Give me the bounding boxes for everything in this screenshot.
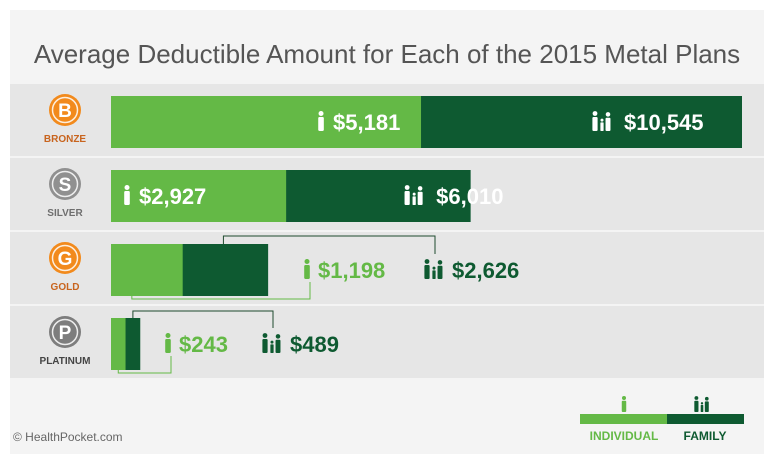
family-body xyxy=(270,344,274,353)
individual-icon xyxy=(124,185,130,205)
individual-bar xyxy=(111,96,422,148)
badge-ring xyxy=(51,244,79,272)
deductible-chart: Average Deductible Amount for Each of th… xyxy=(10,39,764,444)
person-head xyxy=(622,396,626,400)
family-head xyxy=(417,186,423,191)
family-head xyxy=(694,396,699,400)
family-body xyxy=(704,401,709,412)
family-value-label: $6,010 xyxy=(436,184,503,209)
family-icon xyxy=(592,111,611,131)
plan-row-silver: S SILVER $2,927 $6,010 xyxy=(10,158,764,230)
badge-ring xyxy=(51,318,79,346)
family-connector xyxy=(222,235,436,254)
family-icon xyxy=(424,259,443,279)
family-body xyxy=(417,191,423,205)
individual-value-label: $2,927 xyxy=(139,184,206,209)
legend: INDIVIDUAL FAMILY xyxy=(580,396,744,443)
person-body xyxy=(124,191,130,205)
legend-family-icon xyxy=(694,396,709,412)
chart-title: Average Deductible Amount for Each of th… xyxy=(34,39,740,69)
family-head xyxy=(700,402,704,405)
family-head xyxy=(437,260,443,265)
person-head xyxy=(304,259,310,264)
family-body xyxy=(605,117,611,131)
individual-bar xyxy=(111,170,287,222)
badge-outer-circle xyxy=(49,242,81,274)
family-head xyxy=(704,396,709,401)
family-body xyxy=(424,265,430,279)
family-head xyxy=(424,259,430,264)
plan-label: SILVER xyxy=(47,208,83,219)
family-head xyxy=(270,340,274,344)
badge-letter: G xyxy=(58,249,73,270)
individual-value-label: $243 xyxy=(179,332,228,357)
family-head xyxy=(592,111,598,116)
family-body xyxy=(404,191,410,205)
family-body xyxy=(694,400,699,412)
family-body xyxy=(592,117,598,131)
legend-family-label: FAMILY xyxy=(684,429,727,443)
family-head xyxy=(404,185,410,190)
individual-icon xyxy=(165,333,171,353)
badge-letter: P xyxy=(59,323,72,344)
plan-badge-bronze: B BRONZE xyxy=(44,94,87,145)
individual-value-label: $5,181 xyxy=(333,110,400,135)
family-body xyxy=(700,405,704,412)
family-value-label: $10,545 xyxy=(624,110,704,135)
plan-label: BRONZE xyxy=(44,134,87,145)
person-body xyxy=(165,339,171,353)
individual-bar xyxy=(111,318,126,370)
person-head xyxy=(165,333,171,338)
plan-row-bronze: B BRONZE $5,181 $10,545 xyxy=(10,84,764,156)
family-head xyxy=(262,333,268,338)
plan-badge-silver: S SILVER xyxy=(47,168,83,219)
family-body xyxy=(437,265,443,279)
legend-individual-icon xyxy=(621,396,627,412)
plan-row-platinum: P PLATINUM $243 $489 xyxy=(10,306,764,378)
family-body xyxy=(262,339,268,353)
badge-outer-circle xyxy=(49,94,81,126)
plan-row-gold: G GOLD $1,198 $2,626 xyxy=(10,232,764,304)
badge-outer-circle xyxy=(49,316,81,348)
family-head xyxy=(605,112,611,117)
individual-icon xyxy=(304,259,310,279)
family-head xyxy=(275,334,281,339)
person-body xyxy=(304,265,310,279)
family-body xyxy=(600,122,604,131)
family-icon xyxy=(404,185,423,205)
person-body xyxy=(318,117,324,131)
family-icon xyxy=(262,333,281,353)
family-head xyxy=(412,192,416,196)
person-body xyxy=(621,400,627,412)
family-value-label: $2,626 xyxy=(452,258,519,283)
person-head xyxy=(124,185,130,190)
family-body xyxy=(275,339,281,353)
badge-ring xyxy=(51,170,79,198)
individual-connector xyxy=(117,356,172,374)
plan-label: GOLD xyxy=(51,282,80,293)
individual-icon xyxy=(318,111,324,131)
individual-bar xyxy=(111,244,183,296)
badge-ring xyxy=(51,96,79,124)
badge-letter: B xyxy=(58,101,72,122)
plan-badge-platinum: P PLATINUM xyxy=(40,316,91,367)
legend-individual-label: INDIVIDUAL xyxy=(590,429,659,443)
individual-connector xyxy=(131,282,311,300)
legend-family-swatch xyxy=(667,414,744,424)
infographic-panel: Average Deductible Amount for Each of th… xyxy=(10,10,764,454)
family-head xyxy=(600,118,604,122)
family-head xyxy=(432,266,436,270)
badge-outer-circle xyxy=(49,168,81,200)
family-connector xyxy=(132,310,274,328)
badge-letter: S xyxy=(59,175,72,196)
family-body xyxy=(432,270,436,279)
family-body xyxy=(412,196,416,205)
plan-label: PLATINUM xyxy=(40,356,91,367)
individual-value-label: $1,198 xyxy=(318,258,385,283)
family-value-label: $489 xyxy=(290,332,339,357)
person-head xyxy=(318,111,324,116)
plan-badge-gold: G GOLD xyxy=(49,242,81,293)
legend-individual-swatch xyxy=(580,414,667,424)
footer-credit: © HealthPocket.com xyxy=(13,430,123,444)
